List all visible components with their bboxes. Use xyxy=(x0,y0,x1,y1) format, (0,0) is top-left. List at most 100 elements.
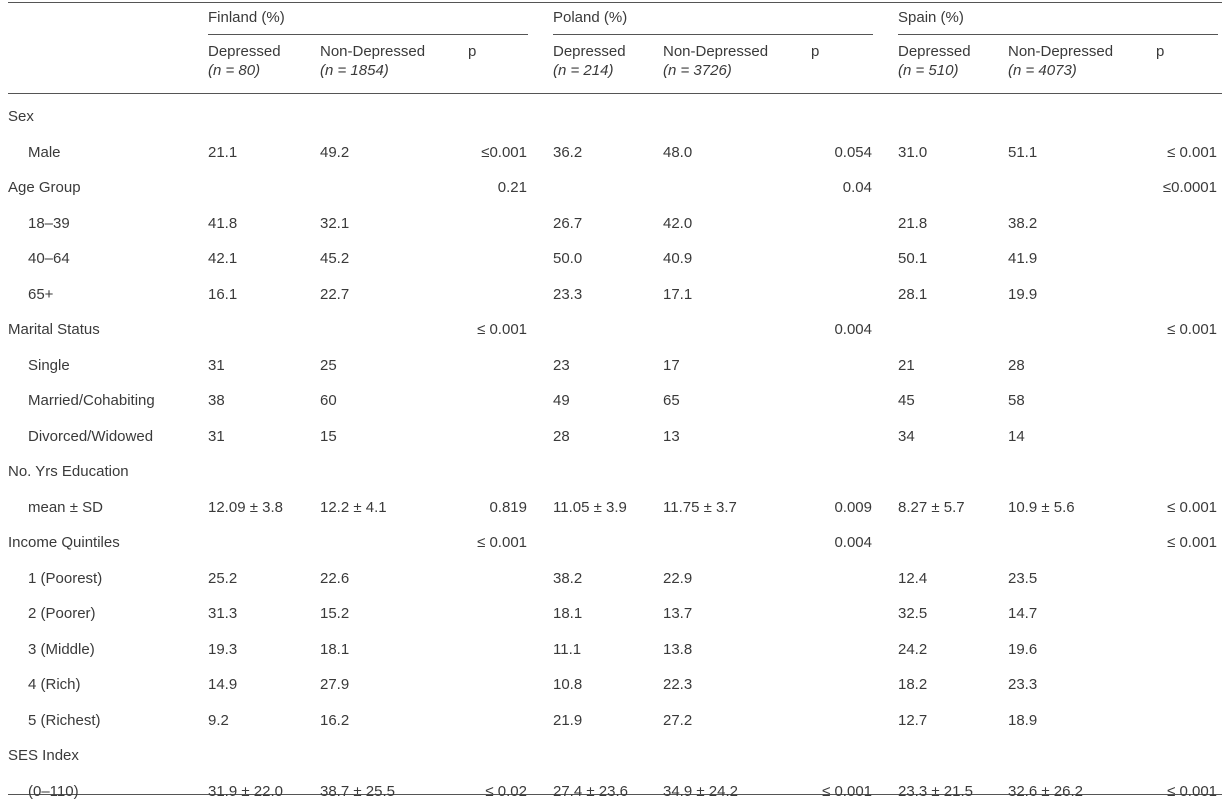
country-header-rule xyxy=(898,34,1218,35)
p-value-cell: 0.009 xyxy=(834,499,872,516)
table-cell: 50.0 xyxy=(553,250,583,267)
p-value-cell: ≤0.001 xyxy=(481,144,527,161)
table-cell: 18.2 xyxy=(898,676,928,693)
table-cell: 15.2 xyxy=(320,605,350,622)
subheader-depressed: Depressed xyxy=(553,43,626,60)
table-cell: 45 xyxy=(898,392,915,409)
table-cell: 23.3 xyxy=(553,286,583,303)
subheader-p: p xyxy=(1156,43,1165,60)
table-cell: 65 xyxy=(663,392,680,409)
table-cell: 28 xyxy=(553,428,570,445)
table-cell: 18.9 xyxy=(1008,712,1038,729)
row-label-item: 40–64 xyxy=(28,250,70,267)
table-cell: 38.7 ± 25.5 xyxy=(320,783,395,800)
table-cell: 10.8 xyxy=(553,676,583,693)
table-header-bottom-rule xyxy=(8,93,1222,94)
country-header: Finland (%) xyxy=(208,9,285,26)
table-cell: 18.1 xyxy=(553,605,583,622)
table-cell: 21.9 xyxy=(553,712,583,729)
table-cell: 25.2 xyxy=(208,570,238,587)
table-cell: 17 xyxy=(663,357,680,374)
row-label-item: 2 (Poorer) xyxy=(28,605,96,622)
subheader-depressed-n: (n = 510) xyxy=(898,62,959,79)
subheader-depressed: Depressed xyxy=(208,43,281,60)
p-value-cell: 0.04 xyxy=(842,179,872,196)
row-label-item: mean ± SD xyxy=(28,499,103,516)
table-cell: 9.2 xyxy=(208,712,229,729)
table-cell: 28 xyxy=(1008,357,1025,374)
subheader-depressed: Depressed xyxy=(898,43,971,60)
table-cell: 19.9 xyxy=(1008,286,1038,303)
p-value-cell: 0.21 xyxy=(497,179,527,196)
table-cell: 48.0 xyxy=(663,144,693,161)
table-cell: 36.2 xyxy=(553,144,583,161)
subheader-non-depressed: Non-Depressed xyxy=(663,43,769,60)
table-cell: 12.2 ± 4.1 xyxy=(320,499,387,516)
table-cell: 12.09 ± 3.8 xyxy=(208,499,283,516)
table-cell: 12.4 xyxy=(898,570,928,587)
table-cell: 41.8 xyxy=(208,215,238,232)
table-cell: 31.3 xyxy=(208,605,238,622)
row-label-group: No. Yrs Education xyxy=(8,463,129,480)
table-cell: 11.75 ± 3.7 xyxy=(663,499,737,516)
table-cell: 27.9 xyxy=(320,676,350,693)
p-value-cell: ≤ 0.001 xyxy=(1167,783,1217,800)
table-cell: 12.7 xyxy=(898,712,928,729)
table-cell: 58 xyxy=(1008,392,1025,409)
table-cell: 26.7 xyxy=(553,215,583,232)
table-cell: 27.2 xyxy=(663,712,693,729)
table-cell: 23.3 xyxy=(1008,676,1038,693)
table-cell: 41.9 xyxy=(1008,250,1038,267)
table-cell: 40.9 xyxy=(663,250,693,267)
table-cell: 11.05 ± 3.9 xyxy=(553,499,627,516)
row-label-item: Single xyxy=(28,357,70,374)
table-cell: 24.2 xyxy=(898,641,928,658)
table-cell: 32.6 ± 26.2 xyxy=(1008,783,1083,800)
table-cell: 27.4 ± 23.6 xyxy=(553,783,628,800)
table-cell: 22.3 xyxy=(663,676,693,693)
table-cell: 16.1 xyxy=(208,286,238,303)
table-cell: 42.1 xyxy=(208,250,238,267)
p-value-cell: ≤ 0.001 xyxy=(477,534,527,551)
subheader-non-depressed: Non-Depressed xyxy=(320,43,426,60)
row-label-item: 18–39 xyxy=(28,215,70,232)
table-cell: 23 xyxy=(553,357,570,374)
p-value-cell: ≤ 0.001 xyxy=(477,321,527,338)
subheader-non-depressed-n: (n = 3726) xyxy=(663,62,732,79)
p-value-cell: 0.004 xyxy=(834,534,872,551)
subheader-p: p xyxy=(811,43,820,60)
table-top-rule xyxy=(8,2,1222,3)
table-cell: 34 xyxy=(898,428,915,445)
table-cell: 49.2 xyxy=(320,144,350,161)
row-label-item: 1 (Poorest) xyxy=(28,570,103,587)
subheader-depressed-n: (n = 80) xyxy=(208,62,261,79)
table-cell: 31.9 ± 22.0 xyxy=(208,783,283,800)
table-bottom-rule xyxy=(8,794,1222,795)
table-cell: 28.1 xyxy=(898,286,928,303)
subheader-p: p xyxy=(468,43,477,60)
p-value-cell: 0.054 xyxy=(834,144,872,161)
p-value-cell: ≤ 0.02 xyxy=(485,783,527,800)
row-label-group: Age Group xyxy=(8,179,81,196)
table-cell: 22.6 xyxy=(320,570,350,587)
table-cell: 16.2 xyxy=(320,712,350,729)
table-cell: 14 xyxy=(1008,428,1025,445)
row-label-group: Sex xyxy=(8,108,34,125)
row-label-group: Marital Status xyxy=(8,321,100,338)
table-cell: 51.1 xyxy=(1008,144,1038,161)
row-label-group: Income Quintiles xyxy=(8,534,120,551)
table-cell: 31 xyxy=(208,428,225,445)
row-label-item: (0–110) xyxy=(28,783,79,800)
table-cell: 42.0 xyxy=(663,215,693,232)
row-label-item: 4 (Rich) xyxy=(28,676,81,693)
table-cell: 10.9 ± 5.6 xyxy=(1008,499,1075,516)
table-cell: 38.2 xyxy=(1008,215,1038,232)
row-label-group: SES Index xyxy=(8,747,79,764)
table-cell: 31.0 xyxy=(898,144,928,161)
row-label-item: Divorced/Widowed xyxy=(28,428,154,445)
table-cell: 32.1 xyxy=(320,215,350,232)
subheader-non-depressed-n: (n = 4073) xyxy=(1008,62,1077,79)
p-value-cell: 0.004 xyxy=(834,321,872,338)
subheader-depressed-n: (n = 214) xyxy=(553,62,614,79)
row-label-item: 65+ xyxy=(28,286,54,303)
